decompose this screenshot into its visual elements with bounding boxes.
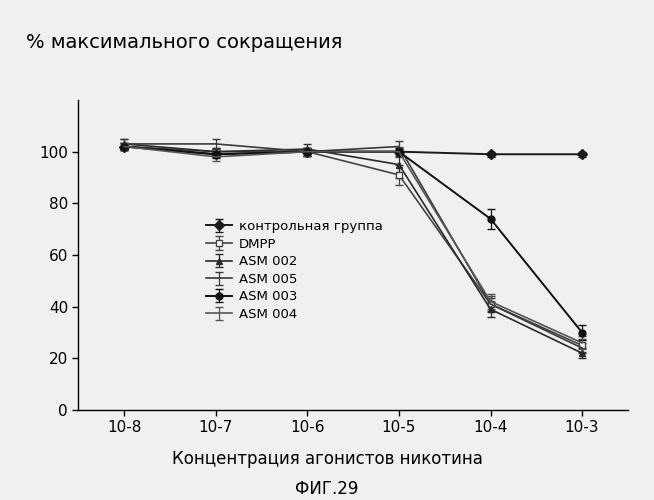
Text: Концентрация агонистов никотина: Концентрация агонистов никотина <box>171 450 483 468</box>
Legend: контрольная группа, DMPP, ASM 002, ASM 005, ASM 003, ASM 004: контрольная группа, DMPP, ASM 002, ASM 0… <box>206 220 383 321</box>
Text: ФИГ.29: ФИГ.29 <box>296 480 358 498</box>
Text: % максимального сокращения: % максимального сокращения <box>26 32 343 52</box>
